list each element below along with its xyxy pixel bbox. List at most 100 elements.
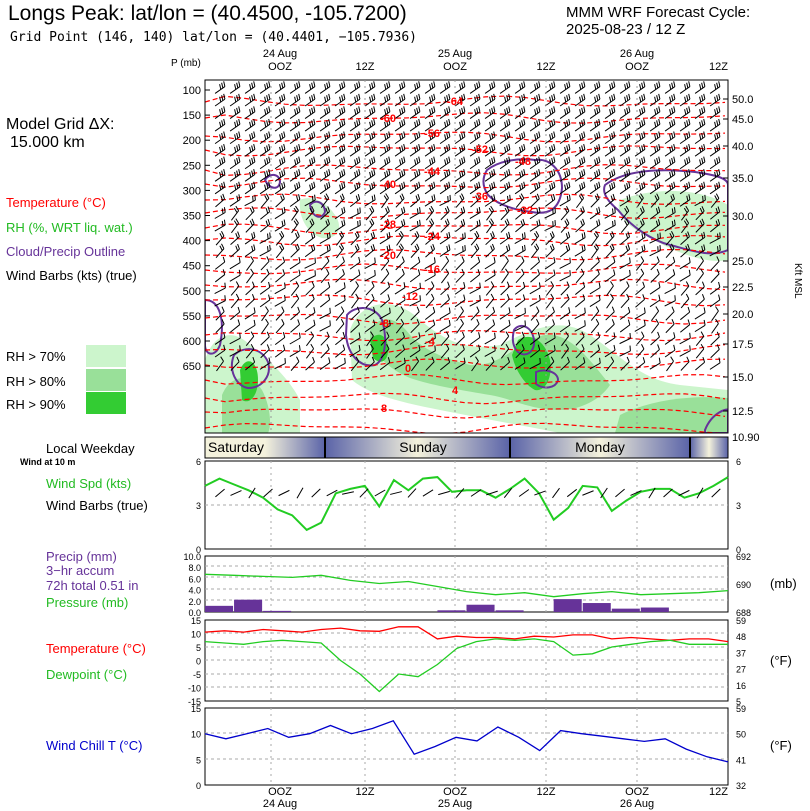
weekday-subtitle: Wind at 10 m — [20, 457, 76, 467]
pressure-tick-label: 200 — [183, 135, 201, 147]
wind-barb-feather — [669, 171, 672, 178]
wind-barb — [501, 256, 509, 271]
wind-barb — [424, 131, 436, 145]
wind-barb — [530, 230, 540, 246]
wind-barb — [529, 156, 541, 170]
wind-barb-feather — [268, 357, 271, 363]
wind-barb-feather — [641, 95, 644, 101]
wind-barb-feather — [628, 156, 631, 162]
wind-barb-feather — [658, 357, 661, 364]
wind-barb-feather — [538, 118, 541, 125]
wind-barb-feather — [326, 145, 329, 151]
wind-barb — [305, 205, 315, 221]
wind-barb-feather — [343, 156, 346, 162]
wind-barb-feather — [279, 134, 282, 140]
wind-barb-feather — [489, 84, 492, 90]
wind-barb-feather — [671, 157, 674, 164]
isotherm-label: -20 — [380, 250, 396, 262]
wind-barb-feather — [613, 344, 616, 351]
wind-barb-feather — [642, 294, 646, 300]
wind-barb-feather — [595, 243, 599, 249]
wind-barb — [275, 193, 285, 208]
wind-barb-feather — [414, 232, 418, 239]
wind-barb-feather — [343, 93, 346, 100]
wind-barb-shaft — [230, 285, 240, 296]
wind-barb — [634, 81, 646, 94]
wind-barb-shaft — [290, 248, 300, 258]
wind-barb-feather — [523, 106, 526, 112]
wind-barb-feather — [294, 134, 297, 140]
wind-barb-feather — [447, 294, 450, 300]
wind-barb-shaft — [575, 260, 585, 271]
wind-barb-shaft — [591, 248, 599, 259]
wind-barb-shaft — [679, 274, 691, 282]
wind-barb-feather — [521, 157, 524, 164]
wind-barb — [709, 281, 721, 295]
wind-barb-feather — [433, 156, 436, 162]
wind-barb-feather — [582, 294, 586, 300]
wind-barb — [604, 156, 616, 170]
wind-barb-shaft — [214, 300, 226, 307]
wind-barb-shaft — [664, 287, 676, 294]
wind-barb — [439, 194, 451, 207]
wind-barb-feather — [370, 233, 374, 239]
wind-barb — [380, 331, 390, 346]
wind-barb-feather — [582, 281, 586, 288]
wind-barb-feather — [553, 181, 556, 188]
rh-shading-area — [240, 361, 258, 402]
wind-barb-feather — [296, 231, 300, 237]
wind-barb-feather — [564, 146, 567, 153]
wind-barb-feather — [718, 81, 721, 87]
precip-bar — [582, 603, 611, 612]
wind-barb-feather — [538, 156, 541, 162]
wind-barb — [679, 181, 691, 195]
wind-barb-feather — [534, 121, 537, 128]
wind-barb — [559, 93, 571, 107]
wind-barb — [349, 219, 361, 232]
wind-barb-shaft — [455, 273, 465, 283]
wind-barb — [229, 93, 241, 107]
wind-barb-feather — [358, 169, 361, 175]
isotherm-label: -8 — [379, 318, 389, 330]
wind-barb-feather — [641, 157, 644, 164]
wind-barb — [274, 81, 286, 94]
surface-wind-barb — [534, 490, 546, 496]
wind-barb-feather — [611, 132, 614, 139]
wind-barb-feather — [491, 107, 494, 114]
wind-barb-feather — [310, 233, 314, 239]
wind-barb-feather — [492, 319, 496, 325]
wind-barb — [635, 344, 645, 359]
wind-barb-feather — [534, 84, 537, 90]
wind-barb-feather — [474, 171, 477, 178]
wind-barb — [455, 193, 465, 208]
wind-barb — [514, 93, 526, 107]
wind-barb-feather — [294, 84, 297, 90]
wind-barb-feather — [687, 319, 691, 325]
wind-barb — [334, 282, 346, 295]
wind-barb-feather — [521, 145, 524, 151]
wind-barb-feather — [598, 294, 601, 301]
chill-f-tick-label: 50 — [736, 730, 746, 740]
wind-barb-feather — [701, 120, 704, 126]
wind-barb-feather — [594, 171, 597, 178]
wind-barb-feather — [462, 219, 466, 225]
wind-barb — [394, 156, 406, 170]
wind-barb-feather — [294, 171, 297, 178]
precip-tick-label: 8.0 — [188, 563, 201, 573]
wind-barb-feather — [491, 356, 495, 362]
wind-barb-shaft — [456, 323, 464, 334]
wind-barb-feather — [671, 183, 674, 189]
wind-barb — [409, 169, 421, 182]
wind-panel-frame — [204, 460, 729, 550]
wind-barb-feather — [338, 245, 343, 251]
chill-f-tick-label: 41 — [736, 755, 746, 765]
wind-barb-shaft — [409, 287, 421, 294]
wind-barb — [469, 106, 481, 119]
wind-barb-feather — [717, 206, 721, 212]
wind-barb-feather — [688, 106, 691, 112]
surface-wind-barb-shaft — [470, 489, 482, 497]
wind-barb-feather — [327, 206, 331, 212]
wind-barb-feather — [279, 184, 282, 190]
wind-barb-feather — [474, 159, 477, 165]
wind-barb-feather — [251, 233, 254, 239]
